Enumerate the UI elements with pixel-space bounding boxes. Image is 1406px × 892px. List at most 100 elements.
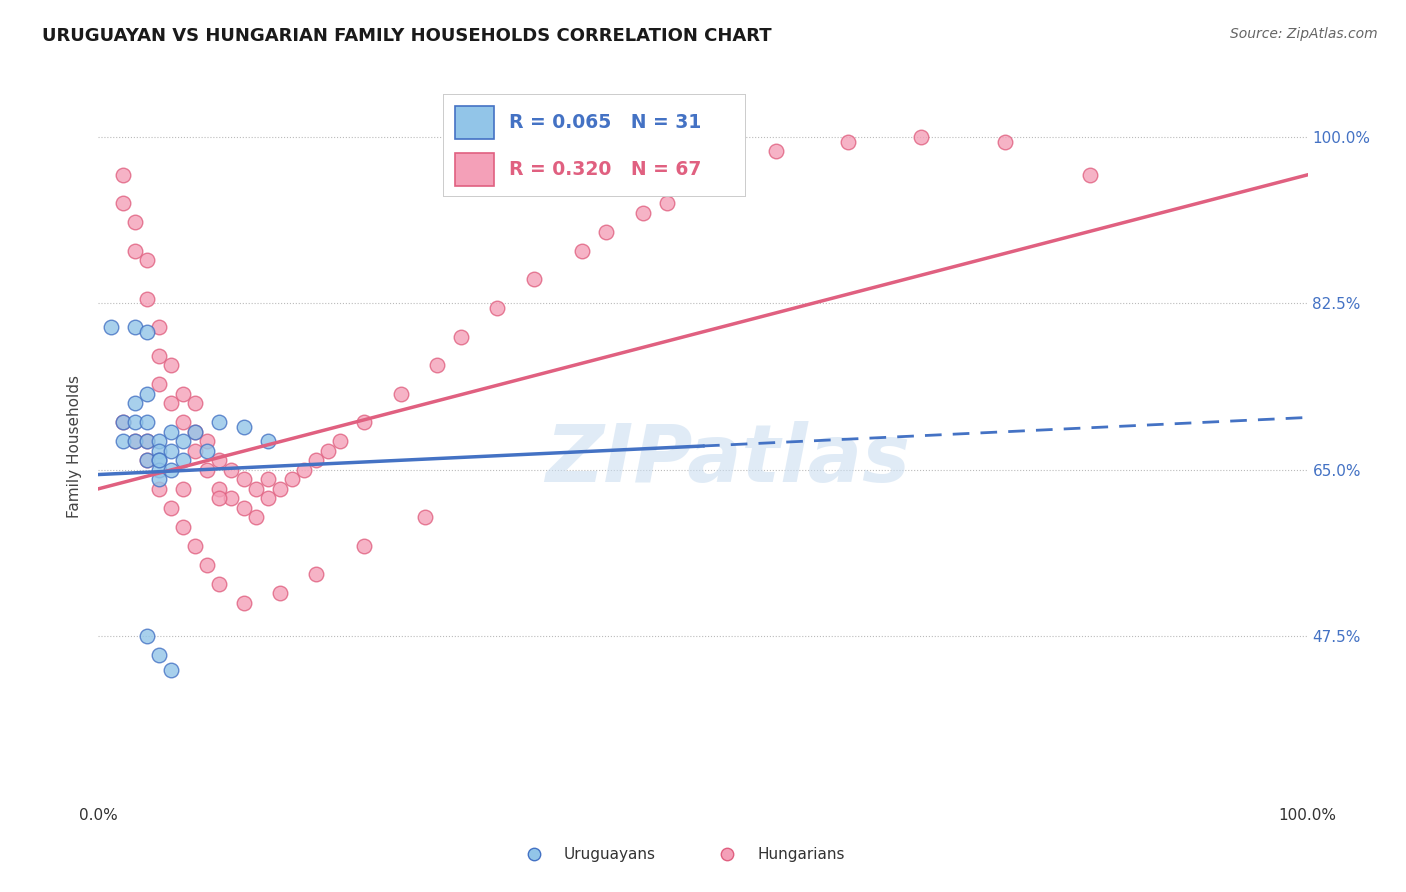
Point xyxy=(148,320,170,334)
Y-axis label: Family Households: Family Households xyxy=(67,375,83,517)
Point xyxy=(208,577,231,591)
Text: ZIPatlas: ZIPatlas xyxy=(544,421,910,500)
Point xyxy=(148,349,170,363)
Point xyxy=(208,415,231,429)
Text: R = 0.065   N = 31: R = 0.065 N = 31 xyxy=(509,113,702,132)
Point xyxy=(124,415,146,429)
Point xyxy=(765,144,787,158)
Point xyxy=(232,472,254,486)
Point xyxy=(329,434,352,449)
Point xyxy=(135,325,157,339)
Point xyxy=(256,434,278,449)
Point xyxy=(426,358,449,372)
Text: Source: ZipAtlas.com: Source: ZipAtlas.com xyxy=(1230,27,1378,41)
Point xyxy=(221,463,243,477)
Point xyxy=(148,377,170,392)
Text: Uruguayans: Uruguayans xyxy=(564,847,657,863)
Point xyxy=(124,396,146,410)
Point xyxy=(184,425,207,439)
Point xyxy=(631,206,654,220)
Text: Hungarians: Hungarians xyxy=(758,847,845,863)
Point xyxy=(655,196,678,211)
Point xyxy=(232,596,254,610)
Point xyxy=(994,135,1017,149)
Point xyxy=(305,453,328,467)
Point xyxy=(111,434,134,449)
Text: URUGUAYAN VS HUNGARIAN FAMILY HOUSEHOLDS CORRELATION CHART: URUGUAYAN VS HUNGARIAN FAMILY HOUSEHOLDS… xyxy=(42,27,772,45)
Point xyxy=(316,443,339,458)
Point xyxy=(135,453,157,467)
Point xyxy=(172,386,194,401)
Point xyxy=(245,510,267,524)
Point xyxy=(208,482,231,496)
Point xyxy=(172,520,194,534)
Point xyxy=(148,434,170,449)
Point xyxy=(172,453,194,467)
Point xyxy=(148,482,170,496)
Point xyxy=(148,472,170,486)
Point xyxy=(292,463,315,477)
Text: R = 0.320   N = 67: R = 0.320 N = 67 xyxy=(509,160,702,179)
Point xyxy=(389,386,412,401)
Point xyxy=(184,539,207,553)
Point xyxy=(124,434,146,449)
Point xyxy=(184,425,207,439)
Point xyxy=(571,244,593,258)
Point xyxy=(135,292,157,306)
Point xyxy=(450,329,472,343)
Point xyxy=(124,215,146,229)
Point xyxy=(195,443,218,458)
Point xyxy=(148,648,170,663)
Point xyxy=(111,415,134,429)
Point xyxy=(413,510,436,524)
Point xyxy=(353,415,375,429)
Point xyxy=(124,434,146,449)
Point xyxy=(692,168,714,182)
Point xyxy=(195,558,218,572)
Point xyxy=(1078,168,1101,182)
Point xyxy=(135,434,157,449)
Point xyxy=(148,463,170,477)
Point xyxy=(184,443,207,458)
Point xyxy=(245,482,267,496)
Point xyxy=(111,196,134,211)
Point xyxy=(486,301,509,315)
Bar xyxy=(456,106,495,139)
Point xyxy=(256,491,278,506)
Point xyxy=(269,482,291,496)
Point xyxy=(135,629,157,643)
Point xyxy=(160,358,183,372)
Point xyxy=(160,500,183,515)
Point xyxy=(135,415,157,429)
Point xyxy=(256,472,278,486)
Point xyxy=(172,482,194,496)
Point xyxy=(172,434,194,449)
Point xyxy=(111,168,134,182)
Point xyxy=(135,434,157,449)
Point xyxy=(353,539,375,553)
Point xyxy=(160,443,183,458)
Point xyxy=(135,453,157,467)
Point xyxy=(195,434,218,449)
Point xyxy=(160,425,183,439)
Point xyxy=(221,491,243,506)
Point xyxy=(281,472,304,486)
Point xyxy=(100,320,122,334)
Point xyxy=(837,135,859,149)
Point xyxy=(232,500,254,515)
Point xyxy=(160,396,183,410)
Point xyxy=(232,420,254,434)
Point xyxy=(595,225,617,239)
Point xyxy=(208,491,231,506)
Point xyxy=(160,663,183,677)
Point xyxy=(148,443,170,458)
Point xyxy=(208,453,231,467)
Point xyxy=(305,567,328,582)
Point xyxy=(135,253,157,268)
Point xyxy=(269,586,291,600)
Point xyxy=(135,386,157,401)
Point xyxy=(148,453,170,467)
Bar xyxy=(456,153,495,186)
Point xyxy=(172,415,194,429)
Point xyxy=(124,244,146,258)
